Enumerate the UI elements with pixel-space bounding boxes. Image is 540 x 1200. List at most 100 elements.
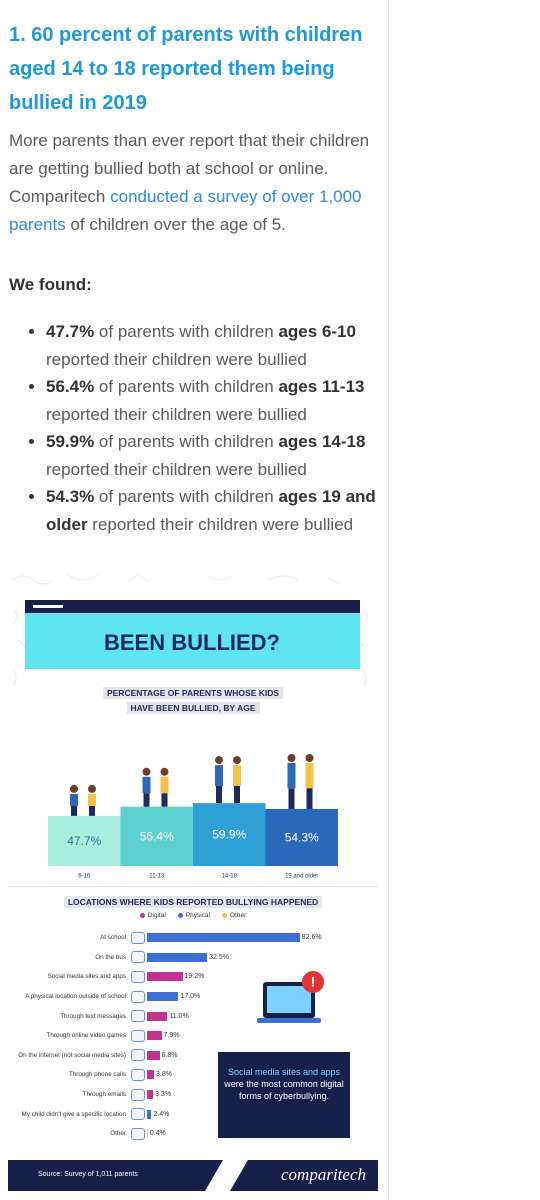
finding-text: reported their children were bullied: [46, 459, 307, 479]
intro-paragraph: More parents than ever report that their…: [9, 127, 379, 239]
bar-value-label: 2.4%: [153, 1110, 170, 1118]
y-tick-label: Through emails: [82, 1091, 126, 1099]
findings-list: 47.7% of parents with children ages 6-10…: [0, 318, 382, 538]
bar-value-label: 11.0%: [169, 1012, 189, 1020]
divider: [8, 886, 378, 887]
legend: Digital Physical Other: [8, 912, 378, 919]
found-heading: We found:: [9, 275, 92, 294]
footer-art: [205, 1160, 248, 1191]
bar-value-label: 56.4%: [140, 830, 174, 844]
bar-row: On the internet (not social media sites)…: [8, 1046, 378, 1066]
finding: 59.9% of parents with children ages 14-1…: [46, 428, 382, 483]
location-icon: [131, 931, 145, 944]
bar-value-label: 6.8%: [161, 1051, 178, 1059]
bar-row: A physical location outside of school 17.…: [8, 987, 378, 1007]
bar-row: Other 0.4%: [8, 1124, 378, 1144]
x-tick-label: 14-18: [222, 874, 238, 880]
infographic: BEEN BULLIED? ! 47.7% 6-10 56.4% 11-13 59.9%…: [8, 570, 378, 1195]
bar-value-label: 17.0%: [180, 993, 201, 1001]
bar-row: My child didn't give a specific location…: [8, 1104, 378, 1124]
bar: [147, 1031, 162, 1041]
location-icon: [131, 970, 145, 983]
figure-legs: [143, 793, 150, 807]
finding-age: ages 11-13: [278, 377, 365, 396]
figure-head: [142, 767, 151, 776]
bar: [265, 808, 338, 866]
window-dash: [33, 605, 63, 608]
article-title: 1. 60 percent of parents with children a…: [9, 24, 363, 114]
finding: 54.3% of parents with children ages 19 a…: [46, 483, 382, 538]
bar: [147, 1011, 168, 1021]
figure-head: [233, 756, 241, 765]
callout-text: were the most common digital forms of cy…: [224, 1079, 344, 1101]
intro-text: More parents than ever report that their…: [9, 131, 370, 206]
callout: Social media sites and apps were the mos…: [218, 1052, 350, 1138]
legend-label: Digital: [147, 912, 166, 919]
bar-row: At school 82.6%: [8, 928, 378, 948]
figure-legs: [161, 793, 168, 807]
figure-legs: [306, 788, 313, 809]
finding-text: reported their children were bullied: [87, 514, 354, 534]
bar-row: On the bus 32.5%: [8, 948, 378, 968]
location-icon: [131, 1088, 145, 1101]
footer: Source: Survey of 1,011 parents comparit…: [8, 1160, 378, 1191]
bar: [147, 952, 208, 962]
y-tick-label: Social media sites and apps: [47, 973, 126, 981]
location-icon: [131, 1068, 145, 1081]
location-icon: [131, 1127, 145, 1140]
source-note: Source: Survey of 1,011 parents: [38, 1171, 138, 1178]
title-panel: [25, 613, 360, 669]
y-tick-label: On the bus: [95, 953, 126, 961]
location-icon: [131, 1049, 145, 1062]
figure-head: [70, 784, 78, 793]
bar-row: Through phone calls 3.8%: [8, 1065, 378, 1085]
y-tick-label: At school: [100, 934, 126, 942]
bar-row: Through emails 3.3%: [8, 1085, 378, 1105]
legend-label: Physical: [185, 912, 210, 919]
callout-highlight: Social media sites and apps: [227, 1067, 341, 1077]
figure-legs: [288, 788, 295, 809]
figure-head: [305, 753, 314, 762]
doodles: [12, 573, 368, 687]
location-icon: [131, 1010, 145, 1023]
figure-head: [287, 753, 296, 762]
bar: [147, 933, 300, 943]
figure-legs: [216, 786, 222, 804]
figure-body: [215, 765, 223, 787]
location-icon: [131, 951, 145, 964]
location-chart: At school 82.6% On the bus 32.5% Social medi…: [8, 928, 378, 1144]
infographic-title: BEEN BULLIED?: [104, 630, 280, 655]
survey-link[interactable]: conducted a survey of over 1,000 parents: [9, 187, 362, 234]
finding-stat: 54.3%: [46, 487, 95, 506]
bar: [193, 803, 266, 866]
finding-stat: 56.4%: [46, 377, 95, 396]
location-icon: [131, 1108, 145, 1121]
kid-figures: [287, 753, 314, 809]
finding-text: reported their children were bullied: [46, 404, 307, 424]
y-tick-label: Other: [110, 1130, 126, 1138]
x-tick-label: 19 and older: [285, 874, 318, 880]
figure-body: [88, 793, 96, 807]
finding-text: of parents with children: [94, 487, 279, 506]
y-tick-label: On the internet (not social media sites): [18, 1051, 126, 1059]
bar: [147, 1050, 160, 1060]
finding-age: ages 6-10: [278, 322, 356, 341]
bar-row: Through online video games 7.9%: [8, 1026, 378, 1046]
bar-row: Social media sites and apps 19.2%: [8, 967, 378, 987]
figure-legs: [234, 786, 240, 804]
finding-text: of parents with children: [94, 322, 279, 341]
bar: [147, 1129, 148, 1139]
y-tick-label: A physical location outside of school: [25, 993, 126, 1001]
infographic-art: BEEN BULLIED? ! 47.7% 6-10 56.4% 11-13 59.9%…: [8, 573, 378, 1023]
bar: [147, 972, 183, 982]
bar: [147, 992, 179, 1002]
legend-swatch: [222, 912, 227, 918]
column-border: [388, 0, 389, 1200]
kid-figures: [215, 756, 241, 804]
y-tick-label: Through online video games: [46, 1032, 126, 1040]
bar-value-label: 3.8%: [156, 1071, 172, 1079]
figure-head: [215, 756, 223, 765]
bar: [147, 1090, 154, 1100]
figure-legs: [89, 806, 95, 816]
bar: [147, 1070, 155, 1080]
